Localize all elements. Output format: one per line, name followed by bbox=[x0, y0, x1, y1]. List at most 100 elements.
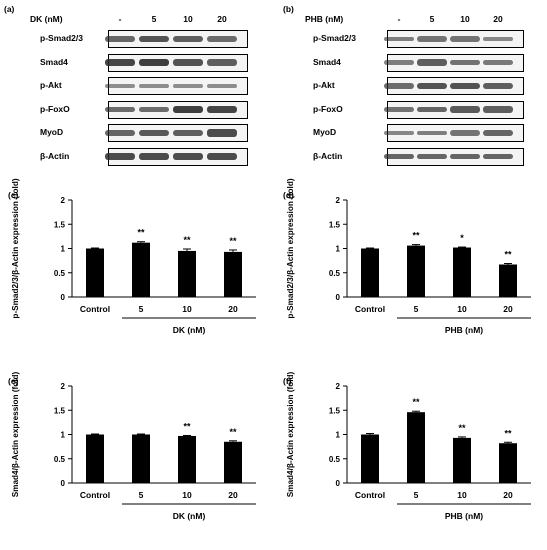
protein-label: p-Smad2/3 bbox=[313, 33, 356, 43]
protein-band bbox=[450, 59, 480, 66]
x-tick-label: 5 bbox=[139, 304, 144, 314]
protein-band bbox=[417, 130, 447, 136]
bar-chart-e: (e) 0 0.5 1 1.5 2 Smad4/β-Actin expression (fo… bbox=[8, 371, 256, 521]
protein-band bbox=[483, 153, 513, 160]
bar bbox=[86, 248, 104, 297]
protein-label: MyoD bbox=[313, 127, 337, 137]
y-tick-label: 1.5 bbox=[329, 220, 341, 229]
significance-marker: ** bbox=[229, 427, 237, 437]
protein-band bbox=[450, 106, 480, 113]
protein-band bbox=[384, 83, 414, 89]
significance-marker: ** bbox=[504, 250, 512, 260]
significance-marker: ** bbox=[183, 235, 191, 245]
x-tick-label: 10 bbox=[457, 304, 467, 314]
protein-band bbox=[207, 152, 237, 161]
protein-band bbox=[173, 152, 203, 161]
bar bbox=[178, 250, 196, 297]
y-tick-label: 1 bbox=[336, 431, 341, 440]
x-tick-label: 20 bbox=[503, 304, 513, 314]
bar bbox=[224, 251, 242, 297]
protein-band bbox=[173, 59, 203, 66]
x-group-label: DK (nM) bbox=[173, 325, 206, 335]
x-tick-label: Control bbox=[80, 304, 110, 314]
bar bbox=[453, 437, 471, 483]
significance-marker: ** bbox=[458, 423, 466, 433]
significance-marker: ** bbox=[504, 428, 512, 438]
y-tick-label: 1.5 bbox=[54, 406, 66, 415]
protein-band bbox=[483, 82, 513, 90]
protein-band bbox=[417, 106, 447, 113]
y-tick-label: 0 bbox=[336, 293, 341, 302]
bar-chart-d: (d) 0 0.5 1 1.5 2 p-Smad2/3/β-Actin expression… bbox=[283, 178, 531, 335]
x-tick-label: 10 bbox=[182, 304, 192, 314]
protein-label: p-Smad2/3 bbox=[40, 33, 83, 43]
protein-label: p-FoxO bbox=[313, 103, 343, 114]
protein-band bbox=[450, 82, 480, 90]
x-group-label: DK (nM) bbox=[173, 511, 206, 521]
bar bbox=[453, 247, 471, 297]
significance-marker: ** bbox=[412, 397, 420, 407]
y-tick-label: 0.5 bbox=[54, 455, 66, 464]
protein-band bbox=[207, 59, 237, 66]
y-tick-label: 2 bbox=[61, 382, 66, 391]
protein-band bbox=[173, 35, 203, 43]
y-tick-label: 0 bbox=[336, 479, 341, 488]
protein-label: Smad4 bbox=[313, 56, 341, 67]
y-tick-label: 1 bbox=[61, 245, 66, 254]
x-tick-label: 20 bbox=[228, 304, 238, 314]
x-tick-label: 5 bbox=[414, 490, 419, 500]
protein-band bbox=[173, 84, 203, 88]
protein-label: Smad4 bbox=[40, 56, 68, 67]
protein-band bbox=[384, 130, 414, 136]
x-tick-label: Control bbox=[355, 490, 385, 500]
protein-band bbox=[207, 84, 237, 88]
protein-band bbox=[417, 36, 447, 42]
protein-label: β-Actin bbox=[40, 150, 70, 161]
western-blot-panel-b: (b) PHB (nM) - 5 10 20 p-Smad2/3 Smad4 p-A… bbox=[275, 0, 547, 175]
y-tick-label: 0.5 bbox=[329, 455, 341, 464]
protein-band bbox=[417, 153, 447, 160]
y-tick-label: 0 bbox=[61, 293, 66, 302]
x-tick-label: 20 bbox=[228, 490, 238, 500]
protein-band bbox=[139, 58, 169, 67]
y-tick-label: 0 bbox=[61, 479, 66, 488]
bar bbox=[361, 434, 379, 483]
bar bbox=[499, 443, 517, 483]
y-tick-label: 1 bbox=[336, 245, 341, 254]
lane-header: 20 bbox=[493, 14, 503, 24]
panel-letter: (d) bbox=[283, 190, 294, 200]
panel-letter: (f) bbox=[283, 376, 292, 386]
y-axis-title: Smad4/β-Actin expression (fold) bbox=[286, 371, 295, 497]
x-tick-label: 5 bbox=[414, 304, 419, 314]
protein-band bbox=[207, 129, 237, 137]
y-axis-title: p-Smad2/3/β-Actin expression (fold) bbox=[286, 178, 295, 318]
protein-band bbox=[105, 152, 135, 161]
protein-band bbox=[207, 36, 237, 42]
y-tick-label: 1.5 bbox=[54, 220, 66, 229]
bar bbox=[407, 245, 425, 297]
lane-header: - bbox=[397, 14, 401, 24]
bar-chart-c: (c) 0 0.5 1 1.5 2 p-Smad2/3/β-Actin expression… bbox=[8, 178, 256, 335]
bar bbox=[132, 242, 150, 297]
y-tick-label: 1.5 bbox=[329, 406, 341, 415]
protein-band bbox=[173, 129, 203, 137]
lane-header: - bbox=[118, 14, 122, 24]
y-tick-label: 2 bbox=[336, 382, 341, 391]
lane-header: 20 bbox=[217, 14, 227, 24]
lane-header: 5 bbox=[151, 14, 157, 24]
treatment-label: DK (nM) bbox=[30, 14, 63, 24]
protein-band bbox=[139, 152, 169, 161]
bar bbox=[224, 441, 242, 483]
y-tick-label: 0.5 bbox=[54, 269, 66, 278]
y-tick-label: 2 bbox=[336, 196, 341, 205]
protein-band bbox=[105, 106, 135, 113]
panel-letter: (b) bbox=[283, 4, 294, 14]
y-tick-label: 1 bbox=[61, 431, 66, 440]
x-tick-label: 20 bbox=[503, 490, 513, 500]
x-group-label: PHB (nM) bbox=[445, 511, 483, 521]
protein-band bbox=[450, 130, 480, 136]
significance-marker: * bbox=[460, 233, 464, 243]
significance-marker: ** bbox=[229, 236, 237, 246]
x-tick-label: 10 bbox=[457, 490, 467, 500]
protein-band bbox=[105, 58, 135, 67]
